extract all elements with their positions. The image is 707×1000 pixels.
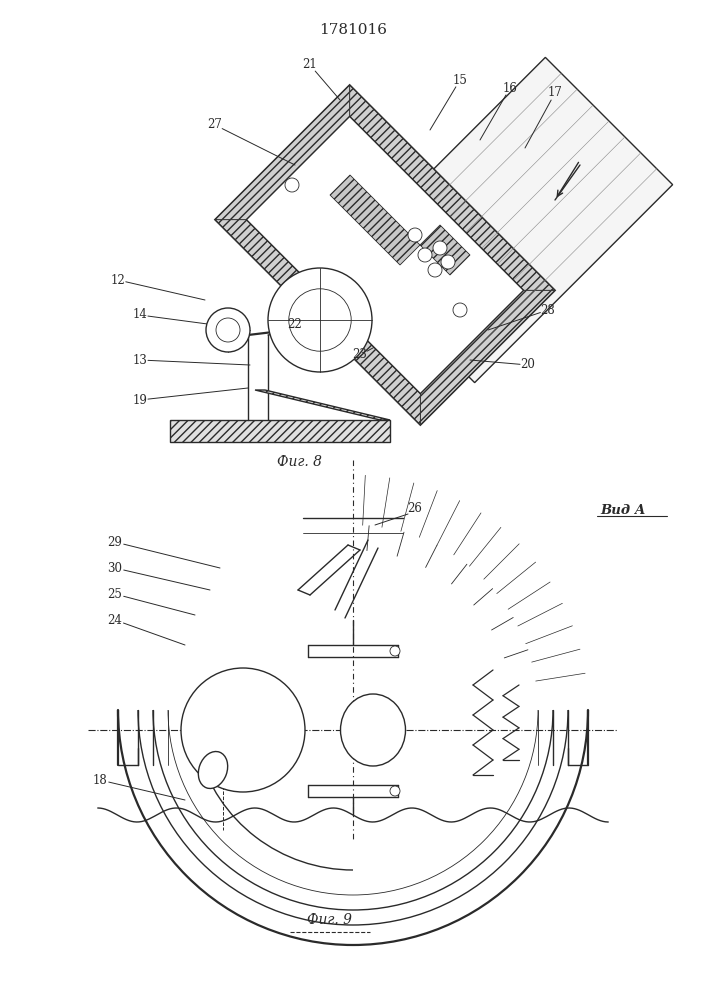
Text: 18: 18 — [93, 774, 107, 786]
Text: 27: 27 — [208, 118, 223, 131]
Text: 1781016: 1781016 — [319, 23, 387, 37]
Text: 13: 13 — [132, 354, 148, 366]
Ellipse shape — [341, 694, 406, 766]
Circle shape — [268, 268, 372, 372]
Polygon shape — [216, 85, 555, 425]
Text: 30: 30 — [107, 562, 122, 574]
Circle shape — [408, 228, 422, 242]
Circle shape — [418, 248, 432, 262]
Text: 29: 29 — [107, 536, 122, 548]
Polygon shape — [330, 175, 420, 265]
Circle shape — [181, 668, 305, 792]
Circle shape — [390, 786, 400, 796]
Polygon shape — [255, 390, 390, 420]
Circle shape — [206, 308, 250, 352]
Polygon shape — [216, 85, 350, 220]
Text: 25: 25 — [107, 587, 122, 600]
Text: Фиг. 9: Фиг. 9 — [308, 913, 353, 927]
Text: 24: 24 — [107, 613, 122, 626]
Polygon shape — [421, 290, 555, 425]
Text: 15: 15 — [452, 74, 467, 87]
Text: 20: 20 — [520, 359, 535, 371]
Circle shape — [285, 178, 299, 192]
Text: 17: 17 — [547, 87, 563, 100]
Polygon shape — [347, 57, 672, 383]
Text: 26: 26 — [407, 502, 423, 514]
Text: 21: 21 — [303, 58, 317, 72]
Text: 19: 19 — [132, 393, 148, 406]
Ellipse shape — [199, 752, 228, 788]
Circle shape — [433, 241, 447, 255]
Polygon shape — [420, 225, 470, 275]
Polygon shape — [216, 220, 421, 425]
Polygon shape — [170, 420, 390, 442]
Circle shape — [453, 303, 467, 317]
Text: 12: 12 — [110, 273, 125, 286]
Text: 28: 28 — [541, 304, 556, 316]
Polygon shape — [247, 116, 524, 394]
Text: Фиг. 8: Фиг. 8 — [278, 455, 322, 469]
Circle shape — [390, 646, 400, 656]
Text: 23: 23 — [353, 349, 368, 361]
Circle shape — [428, 263, 442, 277]
Polygon shape — [350, 85, 555, 290]
Text: 16: 16 — [503, 82, 518, 95]
Text: 14: 14 — [132, 308, 148, 322]
Text: Вид А: Вид А — [600, 504, 645, 516]
Circle shape — [441, 255, 455, 269]
Text: 22: 22 — [288, 318, 303, 332]
